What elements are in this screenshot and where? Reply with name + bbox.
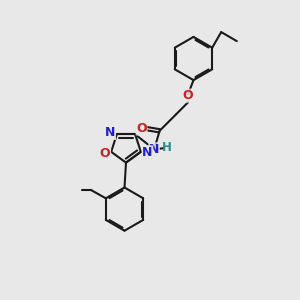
Text: O: O <box>183 89 194 102</box>
Text: N: N <box>142 146 153 159</box>
Text: N: N <box>105 126 116 140</box>
Text: N: N <box>149 143 159 156</box>
Text: H: H <box>162 141 172 154</box>
Text: O: O <box>100 147 110 160</box>
Text: O: O <box>136 122 147 135</box>
